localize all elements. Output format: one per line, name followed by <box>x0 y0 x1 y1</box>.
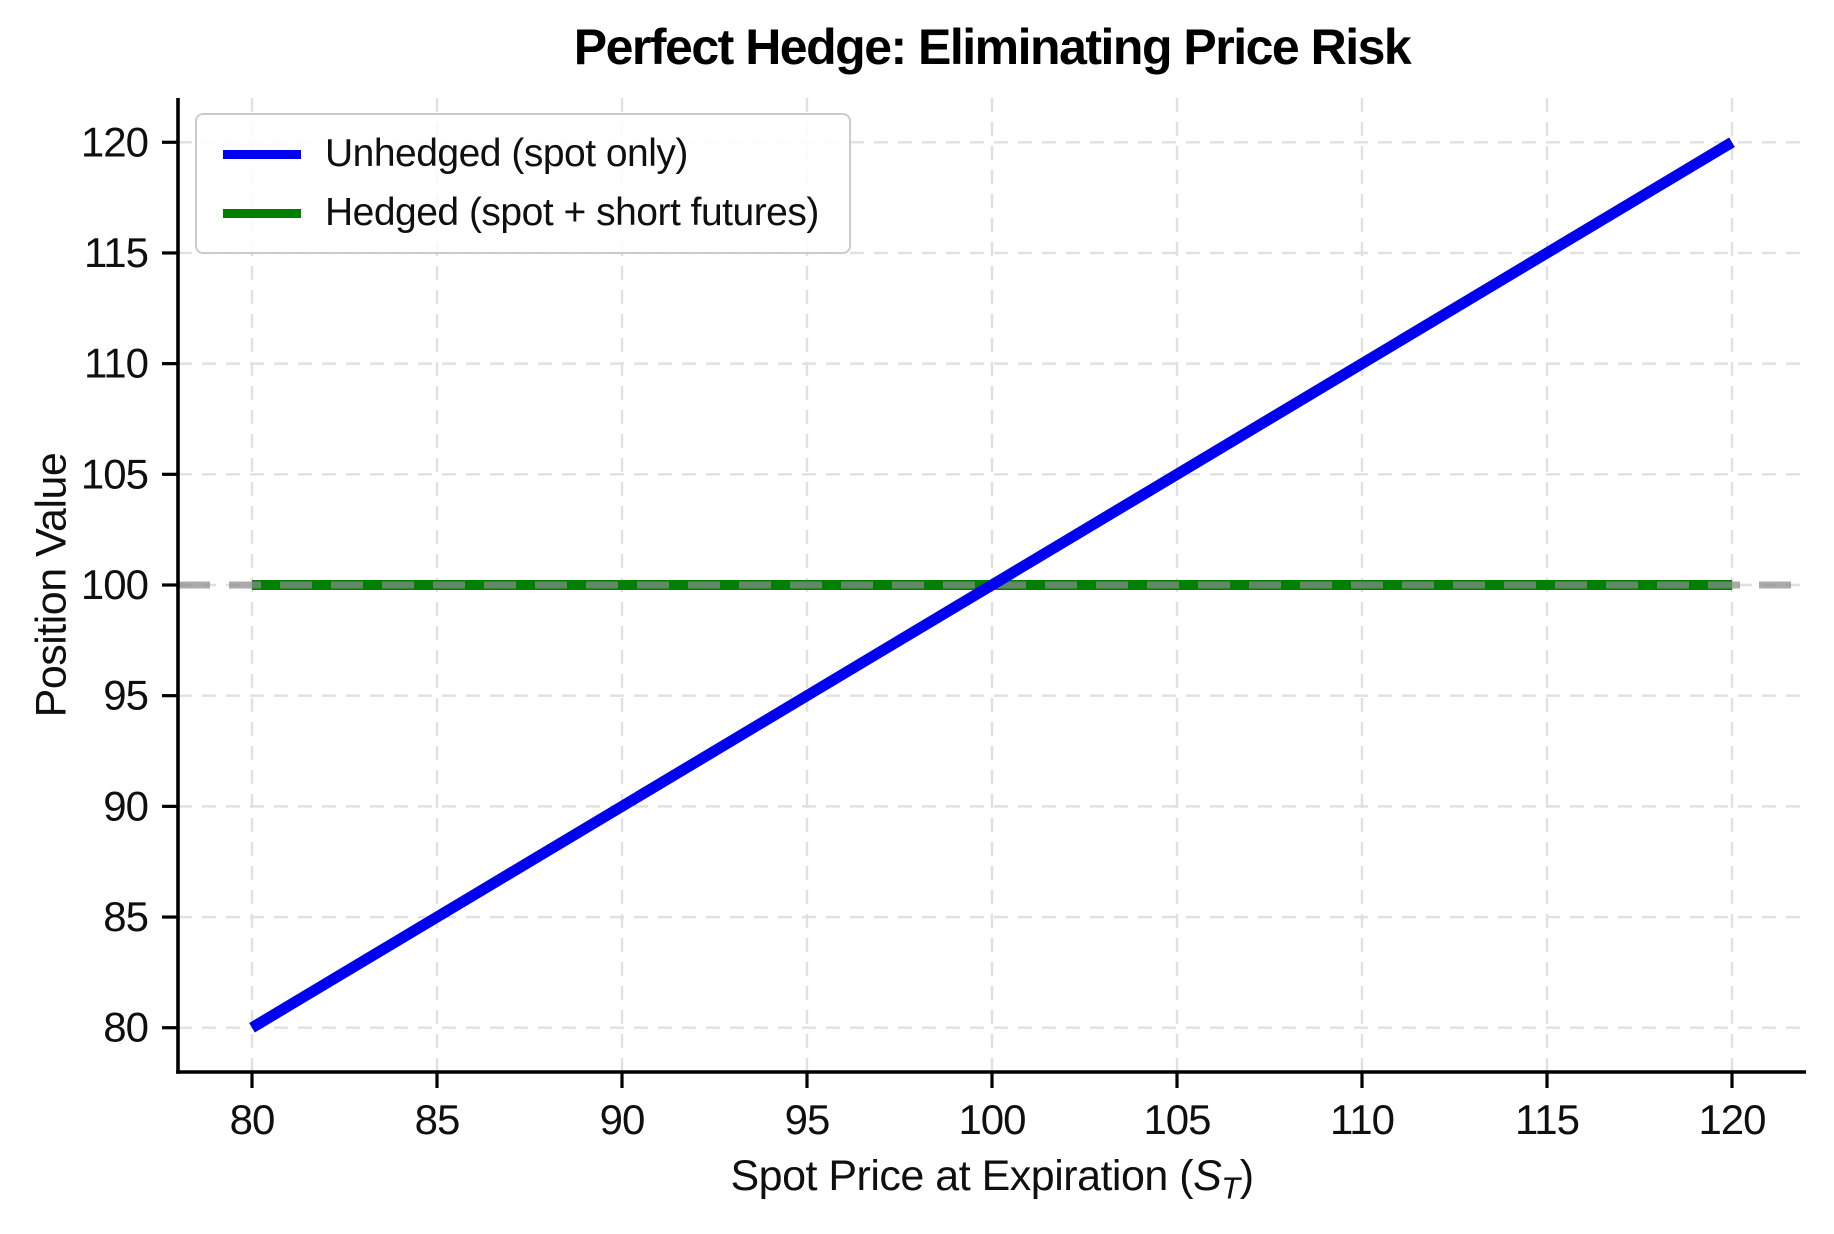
x-axis-label-suffix: ) <box>1239 1152 1254 1200</box>
x-tick-label: 115 <box>1515 1096 1579 1143</box>
x-tick-label: 80 <box>230 1096 275 1143</box>
x-tick-label: 85 <box>415 1096 460 1143</box>
x-axis-label-variable: S <box>1193 1152 1222 1200</box>
x-tick-label: 120 <box>1698 1096 1765 1143</box>
series-line-unhedged <box>249 137 1735 1033</box>
x-tick-label: 105 <box>1143 1096 1210 1143</box>
y-tick-label: 110 <box>84 340 148 387</box>
x-tick-label: 110 <box>1330 1096 1394 1143</box>
legend: Unhedged (spot only) Hedged (spot + shor… <box>195 113 851 254</box>
y-tick-label: 120 <box>81 118 148 165</box>
y-tick-label: 90 <box>103 782 148 829</box>
x-axis-label-subscript: T <box>1221 1170 1240 1206</box>
legend-label-hedged: Hedged (spot + short futures) <box>325 191 819 234</box>
legend-entry-hedged: Hedged (spot + short futures) <box>223 191 819 235</box>
x-axis-label: Spot Price at Expiration (ST) <box>178 1152 1806 1207</box>
x-tick-label: 90 <box>600 1096 645 1143</box>
x-tick-label: 100 <box>958 1096 1025 1143</box>
x-tick-label: 95 <box>785 1096 830 1143</box>
legend-line-swatch-unhedged <box>223 149 301 159</box>
x-axis-label-prefix: Spot Price at Expiration ( <box>730 1152 1194 1200</box>
chart-title: Perfect Hedge: Eliminating Price Risk <box>573 19 1412 75</box>
y-tick-label: 85 <box>103 893 148 940</box>
y-tick-label: 95 <box>103 672 148 719</box>
y-tick-label: 105 <box>81 450 148 497</box>
legend-label-unhedged: Unhedged (spot only) <box>325 132 688 175</box>
y-tick-label: 115 <box>84 229 148 276</box>
legend-entry-unhedged: Unhedged (spot only) <box>223 132 819 176</box>
y-tick-label: 80 <box>103 1004 148 1051</box>
legend-line-swatch-hedged <box>223 208 301 218</box>
y-tick-label: 100 <box>81 561 148 608</box>
